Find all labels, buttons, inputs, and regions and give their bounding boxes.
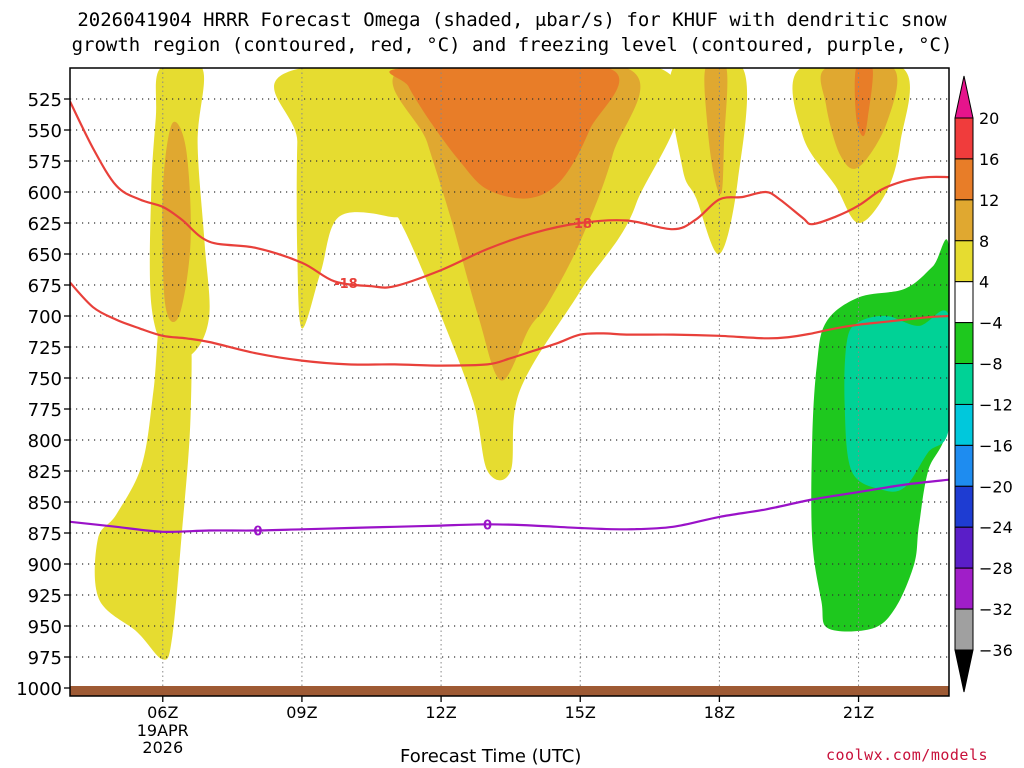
ytick-label-525: 525 <box>28 90 62 111</box>
colorbar-bin-8-12 <box>954 199 974 242</box>
omega-shading-layer <box>94 68 949 660</box>
colorbar-label-16: 16 <box>979 150 999 169</box>
omega-region-shade-8-early <box>162 121 191 323</box>
temperature-contours <box>70 101 949 534</box>
colorbar-bin--16--12 <box>954 403 974 446</box>
colorbar-under-arrow <box>954 649 974 693</box>
ytick-label-950: 950 <box>28 617 62 638</box>
xtick-sublabel-0: 19APR <box>137 721 189 740</box>
colorbar-bin--12--8 <box>954 363 974 405</box>
ytick-label-775: 775 <box>28 400 62 421</box>
omega-region-shade-neg8-right <box>844 310 949 492</box>
ytick-label-600: 600 <box>28 183 62 204</box>
plot-frame <box>69 67 950 697</box>
colorbar-bin-4-8 <box>954 240 974 283</box>
colorbar-label--24: −24 <box>979 518 1013 537</box>
colorbar-over-arrow <box>954 75 974 119</box>
omega-region-shade-8-right-mid <box>704 68 728 195</box>
xtick-label-21Z: 21Z <box>843 703 874 722</box>
xtick-label-09Z: 09Z <box>286 703 317 722</box>
contour-dendritic-lower-boundary <box>70 281 949 367</box>
colorbar-label-12: 12 <box>979 191 999 210</box>
colorbar-label-8: 8 <box>979 232 989 251</box>
ytick-label-575: 575 <box>28 152 62 173</box>
colorbar-label--8: −8 <box>979 355 1003 374</box>
ytick-label-900: 900 <box>28 555 62 576</box>
colorbar-bin-12-16 <box>954 158 974 201</box>
ytick-label-1000: 1000 <box>16 679 62 700</box>
ground-surface <box>70 686 949 696</box>
ytick-label-650: 650 <box>28 245 62 266</box>
colorbar-label-20: 20 <box>979 109 999 128</box>
colorbar-label--4: −4 <box>979 314 1003 333</box>
colorbar-label--12: −12 <box>979 395 1013 414</box>
colorbar-bin--20--16 <box>954 444 974 487</box>
ytick-label-700: 700 <box>28 307 62 328</box>
omega-region-shade-4-right-mid <box>669 68 748 255</box>
omega-region-shade-4-early-lower <box>94 291 192 660</box>
colorbar-label-4: 4 <box>979 273 989 292</box>
ytick-label-925: 925 <box>28 586 62 607</box>
colorbar-bin-16-20 <box>954 117 974 160</box>
source-credit[interactable]: coolwx.com/models <box>826 746 989 764</box>
colorbar-bin--4-4 <box>954 281 974 324</box>
colorbar-label--32: −32 <box>979 600 1013 619</box>
ytick-label-550: 550 <box>28 121 62 142</box>
colorbar-label--16: −16 <box>979 436 1013 455</box>
chart-title-line-1: 2026041904 HRRR Forecast Omega (shaded, … <box>77 9 947 31</box>
contour-freezing-level <box>70 478 949 534</box>
ytick-label-725: 725 <box>28 338 62 359</box>
ytick-label-975: 975 <box>28 648 62 669</box>
colorbar-bin--24--20 <box>954 485 974 528</box>
xtick-sublabel-1: 2026 <box>142 738 183 757</box>
xtick-label-12Z: 12Z <box>425 703 456 722</box>
colorbar-bin--32--28 <box>954 567 974 610</box>
xtick-label-06Z: 06Z <box>147 703 178 722</box>
colorbar-bin--36--32 <box>954 608 974 651</box>
colorbar-label--20: −20 <box>979 477 1013 496</box>
gridlines <box>70 68 949 696</box>
colorbar-label--28: −28 <box>979 559 1013 578</box>
axes: 525 550 575 600 625 650 675 700 725 750 775 800 825 8… <box>16 67 950 757</box>
omega-region-shade-12-top-right <box>854 68 873 137</box>
chart-title-line-2: growth region (contoured, red, °C) and f… <box>71 34 953 56</box>
contour-label-dendritic-upper-boundary-1: -18 <box>568 217 592 232</box>
contour-label-dendritic-upper-boundary-0: -18 <box>334 277 358 292</box>
xtick-label-15Z: 15Z <box>565 703 596 722</box>
colorbar-label--36: −36 <box>979 641 1013 660</box>
ytick-label-625: 625 <box>28 214 62 235</box>
ytick-label-825: 825 <box>28 462 62 483</box>
ground-layer <box>70 686 949 696</box>
ytick-label-750: 750 <box>28 369 62 390</box>
ytick-label-675: 675 <box>28 276 62 297</box>
contour-dendritic-upper-boundary <box>70 101 949 289</box>
contour-labels: -18 -18 0 0 <box>253 217 592 539</box>
omega-colorbar: 20 16 12 8 4 −4 −8 −12 −16 −20 −24 −28 −32 −36 <box>954 75 1013 693</box>
x-axis-label: Forecast Time (UTC) <box>400 746 582 767</box>
contour-label-freezing-level-1: 0 <box>483 518 492 533</box>
ytick-label-850: 850 <box>28 493 62 514</box>
ytick-label-800: 800 <box>28 431 62 452</box>
xtick-label-18Z: 18Z <box>704 703 735 722</box>
colorbar-bin--28--24 <box>954 526 974 569</box>
omega-region-shade-12-main <box>389 68 620 199</box>
ytick-label-875: 875 <box>28 524 62 545</box>
colorbar-bin--8--4 <box>954 322 974 365</box>
contour-label-freezing-level-0: 0 <box>253 524 262 539</box>
